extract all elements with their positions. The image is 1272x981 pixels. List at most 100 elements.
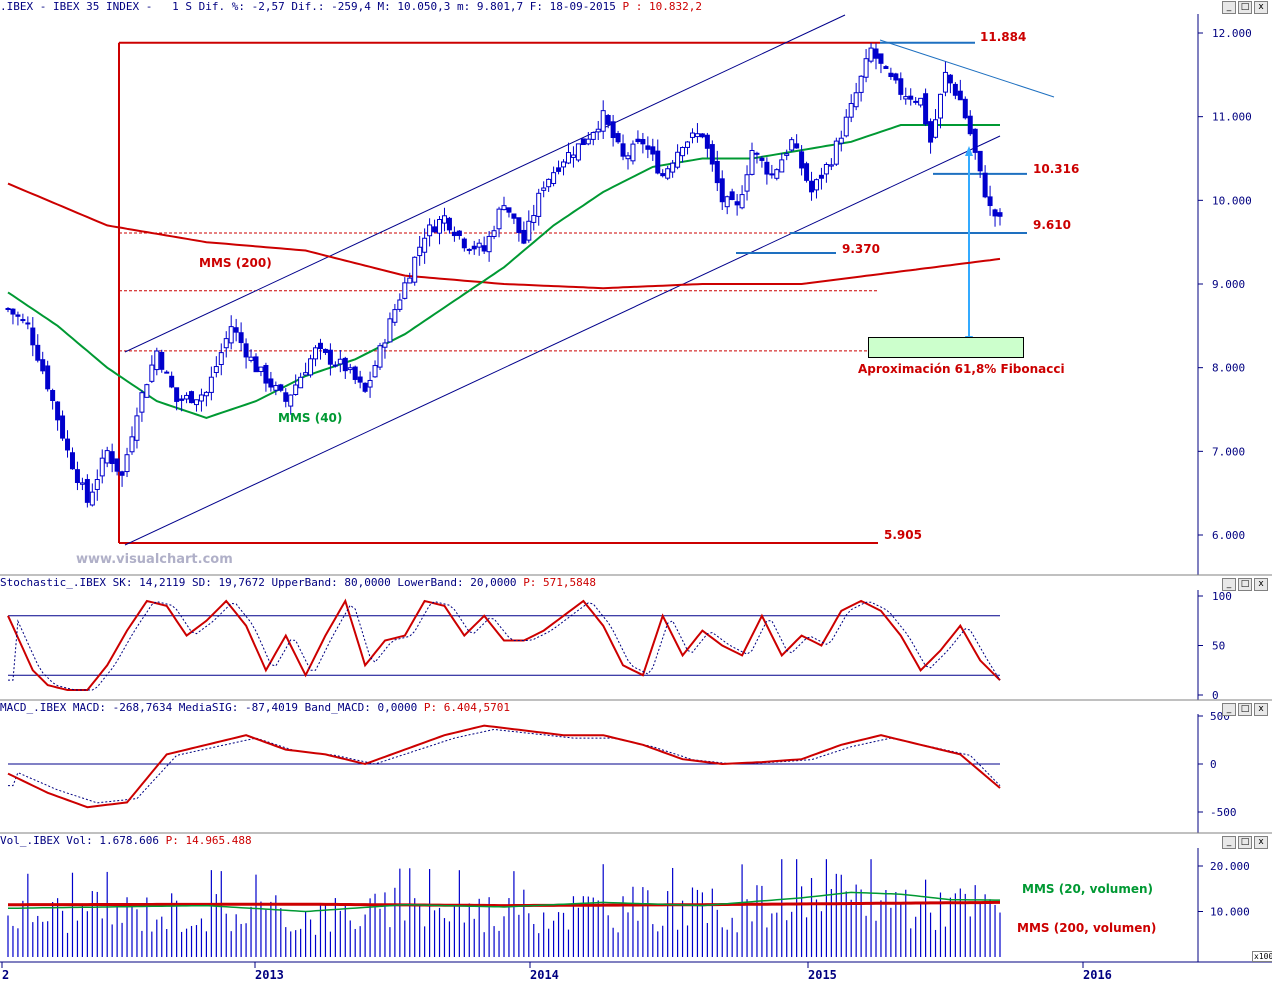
candle-body — [580, 138, 586, 146]
maximize-button[interactable]: □ — [1238, 578, 1252, 591]
candle-body — [779, 159, 785, 173]
candle — [804, 161, 810, 183]
candle-body — [680, 147, 686, 157]
candle-body — [888, 72, 894, 78]
stochastic-header: Stochastic_.IBEX SK: 14,2119 SD: 19,7672… — [0, 576, 596, 590]
macd-y-tick-label: 0 — [1210, 758, 1217, 771]
channel-lower-line — [124, 135, 1001, 546]
candle — [625, 152, 631, 170]
candle — [908, 88, 914, 106]
label-resistance: 10.316 — [1033, 162, 1080, 176]
maximize-button[interactable]: □ — [1238, 1, 1252, 14]
close-button[interactable]: x — [1254, 578, 1268, 591]
candle-body — [104, 450, 110, 464]
candle-body — [144, 384, 150, 398]
candle-body — [873, 48, 879, 59]
candle-body — [317, 342, 323, 350]
candle — [367, 371, 373, 398]
minimize-button[interactable]: _ — [1222, 1, 1236, 14]
candle — [387, 312, 393, 343]
candle-body — [799, 151, 805, 169]
candle-body — [278, 384, 284, 391]
maximize-button[interactable]: □ — [1238, 703, 1252, 716]
candle — [546, 178, 552, 192]
candle-body — [412, 256, 418, 283]
minimize-button[interactable]: _ — [1222, 578, 1236, 591]
candle-body — [734, 201, 740, 206]
candle — [828, 158, 834, 171]
candle — [694, 123, 700, 143]
candle-body — [833, 140, 839, 165]
candle — [174, 387, 180, 411]
candle — [402, 277, 408, 300]
candle-body — [437, 219, 443, 234]
candle — [903, 87, 909, 105]
close-button[interactable]: x — [1254, 703, 1268, 716]
minimize-button[interactable]: _ — [1222, 836, 1236, 849]
candle-body — [248, 356, 254, 361]
channel-upper-line — [124, 14, 846, 353]
fibonacci-box — [868, 337, 1024, 358]
candle — [992, 208, 998, 227]
candle — [675, 144, 681, 170]
candle — [446, 216, 452, 234]
candle-body — [868, 47, 874, 62]
candle-body — [352, 366, 358, 380]
candle — [779, 152, 785, 173]
candle — [104, 446, 110, 468]
candle — [630, 140, 636, 165]
candle — [541, 181, 547, 198]
price-pane-header: .IBEX - IBEX 35 INDEX - 1 S Dif. %: -2,5… — [0, 0, 1200, 14]
candle — [516, 217, 522, 242]
candle-body — [853, 92, 859, 108]
candle — [506, 207, 512, 218]
candle — [585, 131, 591, 146]
candle-body — [496, 208, 502, 230]
candle — [40, 351, 46, 375]
candle-body — [685, 141, 691, 148]
candle — [699, 133, 705, 139]
candle — [774, 168, 780, 181]
candle — [352, 365, 358, 385]
candle — [441, 207, 447, 232]
candle-body — [561, 161, 567, 168]
candle-body — [174, 387, 180, 402]
candle — [30, 317, 36, 357]
candle — [724, 195, 730, 215]
minimize-button[interactable]: _ — [1222, 703, 1236, 716]
maximize-button[interactable]: □ — [1238, 836, 1252, 849]
candle — [749, 142, 755, 176]
candle — [660, 169, 666, 178]
candle-body — [99, 457, 105, 477]
candle — [159, 349, 165, 373]
close-button[interactable]: x — [1254, 1, 1268, 14]
candle — [422, 228, 428, 264]
macd-header-text: MACD_.IBEX MACD: -268,7634 MediaSIG: -87… — [0, 701, 424, 714]
candle — [233, 318, 239, 342]
candle-body — [933, 119, 939, 138]
candle — [704, 132, 710, 158]
candle — [198, 388, 204, 412]
candle — [466, 248, 472, 255]
candle-body — [883, 66, 889, 69]
candle-body — [476, 242, 482, 248]
candle — [570, 146, 576, 168]
candle — [476, 239, 482, 256]
candle-body — [635, 138, 641, 143]
stoch-y-tick-label: 0 — [1212, 689, 1219, 702]
candle — [179, 395, 185, 412]
candle — [437, 216, 443, 245]
candle-body — [709, 144, 715, 165]
candle-body — [729, 191, 735, 201]
candle — [169, 371, 175, 389]
candle-body — [397, 299, 403, 310]
candle-body — [952, 83, 958, 96]
candle — [377, 342, 383, 370]
candle-body — [129, 436, 135, 453]
watermark: www.visualchart.com — [76, 552, 233, 567]
candle-body — [10, 308, 16, 315]
volume-header-p: P: 14.965.488 — [165, 834, 252, 847]
close-button[interactable]: x — [1254, 836, 1268, 849]
label-support2: 9.370 — [842, 242, 880, 256]
